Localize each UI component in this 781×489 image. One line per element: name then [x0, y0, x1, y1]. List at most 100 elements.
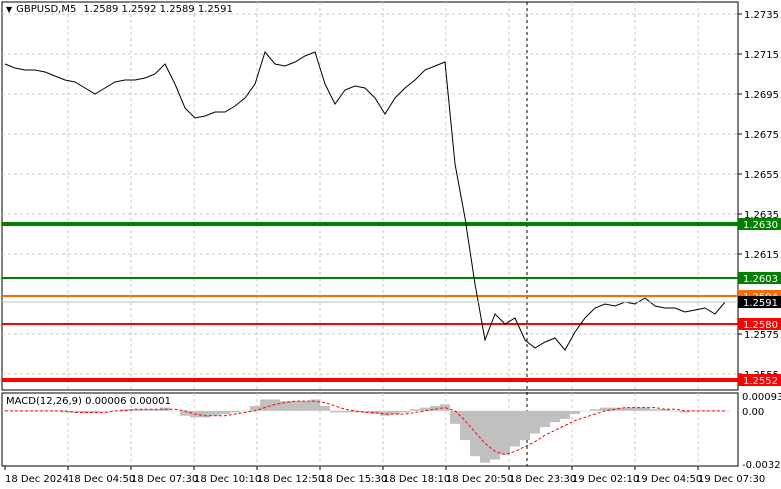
macd-histogram-bar	[430, 405, 440, 411]
macd-histogram-bar	[310, 399, 320, 411]
level-price-tag	[738, 318, 781, 330]
macd-histogram-bar	[550, 410, 560, 423]
macd-histogram-bar	[270, 399, 280, 411]
macd-histogram-bar	[290, 401, 300, 411]
macd-histogram-bar	[710, 410, 720, 412]
macd-histogram-bar	[250, 405, 260, 411]
price-axis-label: 1.2615	[744, 250, 779, 261]
macd-histogram-bar	[620, 407, 630, 411]
macd-histogram-bar	[140, 409, 150, 411]
macd-histogram-bar	[560, 410, 570, 419]
macd-histogram-bar	[640, 407, 650, 411]
macd-axis-label: -0.00324	[742, 460, 781, 471]
macd-histogram-bar	[700, 410, 710, 412]
macd-axis-label: 0.00	[742, 407, 764, 418]
macd-histogram-bar	[440, 404, 450, 411]
time-axis-label: 18 Dec 10:10	[194, 474, 261, 485]
main-panel	[1, 1, 739, 391]
macd-histogram-bar	[450, 410, 460, 424]
macd-histogram-bar	[720, 410, 730, 412]
macd-histogram-bar	[590, 409, 600, 411]
macd-histogram-bar	[350, 410, 360, 413]
macd-label: MACD(12,26,9) 0.00006 0.00001	[6, 396, 172, 407]
macd-histogram-bar	[220, 410, 230, 415]
time-axis-label: 18 Dec 15:30	[320, 474, 387, 485]
macd-panel	[1, 392, 739, 467]
macd-histogram-bar	[260, 399, 270, 411]
macd-histogram-bar	[470, 410, 480, 457]
macd-histogram-bar	[540, 410, 550, 428]
price-axis-label: 1.2655	[744, 170, 779, 181]
level-price-tag	[738, 374, 781, 386]
macd-histogram-bar	[80, 410, 90, 413]
macd-histogram-bar	[320, 405, 330, 411]
time-axis-label: 19 Dec 02:10	[572, 474, 639, 485]
level-price-label: 1.2603	[743, 274, 778, 285]
chart-header: ▼ GBPUSD,M5 1.2589 1.2592 1.2589 1.2591	[6, 4, 233, 15]
dropdown-triangle-icon[interactable]: ▼	[6, 5, 13, 14]
price-axis-label: 1.2735	[744, 10, 779, 21]
macd-histogram-bar	[230, 410, 240, 413]
time-axis-label: 18 Dec 07:30	[131, 474, 198, 485]
macd-histogram-bar	[400, 410, 410, 413]
macd-histogram-bar	[70, 410, 80, 413]
macd-histogram-bar	[520, 410, 530, 441]
level-price-label: 1.2552	[743, 376, 778, 387]
macd-histogram-bar	[530, 410, 540, 434]
time-axis-label: 19 Dec 04:50	[635, 474, 702, 485]
macd-histogram-bar	[150, 409, 160, 411]
macd-histogram-bar	[370, 410, 380, 415]
macd-histogram-bar	[180, 410, 190, 416]
macd-histogram-bar	[240, 410, 250, 412]
macd-histogram-bar	[90, 410, 100, 413]
level-price-label: 1.2630	[743, 220, 778, 231]
ohlc-values: 1.2589 1.2592 1.2589 1.2591	[83, 4, 233, 15]
macd-histogram-bar	[630, 407, 640, 411]
macd-histogram-bar	[670, 410, 680, 412]
macd-histogram-bar	[570, 410, 580, 415]
current-price-tag	[738, 296, 781, 308]
macd-histogram-bar	[600, 407, 610, 411]
time-axis-label: 18 Dec 04:50	[68, 474, 135, 485]
macd-histogram-bar	[650, 409, 660, 411]
macd-histogram-bar	[300, 401, 310, 411]
macd-histogram-bar	[330, 410, 340, 413]
time-axis-label: 18 Dec 12:50	[257, 474, 324, 485]
symbol-label: GBPUSD,M5	[16, 4, 77, 15]
macd-signal-line	[5, 400, 725, 456]
macd-histogram-bar	[480, 410, 490, 463]
macd-histogram-bar	[210, 410, 220, 416]
time-axis-label: 18 Dec 18:10	[383, 474, 450, 485]
macd-histogram-bar	[510, 410, 520, 447]
macd-histogram-bar	[410, 409, 420, 411]
macd-histogram-bar	[420, 407, 430, 411]
time-axis-label: 18 Dec 23:30	[509, 474, 576, 485]
price-axis-label: 1.2675	[744, 130, 779, 141]
price-axis-label: 1.2635	[744, 210, 779, 221]
macd-histogram-bar	[360, 410, 370, 413]
price-axis-label: 1.2575	[744, 330, 779, 341]
time-axis-label: 18 Dec 20:50	[446, 474, 513, 485]
macd-histogram-bar	[580, 410, 590, 412]
macd-histogram-bar	[170, 410, 180, 412]
macd-histogram-bar	[500, 410, 510, 455]
macd-histogram-bar	[490, 410, 500, 460]
macd-histogram-bar	[380, 410, 390, 416]
macd-axis-label: 0.00093	[742, 392, 781, 403]
macd-histogram-bar	[100, 410, 110, 412]
level-price-label: 1.2580	[743, 320, 778, 331]
macd-histogram-bar	[130, 409, 140, 411]
macd-histogram-bar	[60, 410, 70, 413]
macd-histogram-bar	[460, 410, 470, 441]
macd-histogram-bar	[340, 410, 350, 413]
current-price-label: 1.2591	[743, 298, 778, 309]
level-price-tag	[738, 272, 781, 284]
price-axis-label: 1.2695	[744, 90, 779, 101]
macd-histogram-bar	[280, 401, 290, 411]
price-axis-label: 1.2715	[744, 50, 779, 61]
price-line	[4, 50, 726, 351]
macd-histogram-bar	[680, 410, 690, 413]
time-axis-label: 18 Dec 2024	[5, 474, 69, 485]
